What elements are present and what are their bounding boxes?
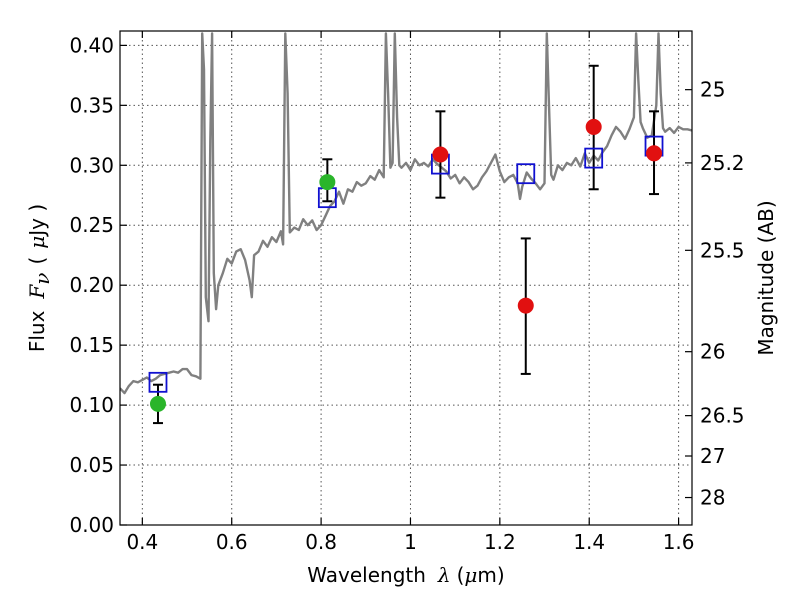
spectrum-curve [120,32,692,395]
model-square-marker [584,147,604,169]
right-axis-label: Magnitude (AB) [754,200,778,355]
x-axis-label: Wavelength λ (μm) [307,563,504,587]
y-tick-label: 0.35 [69,93,114,117]
y-tick-label: 0.30 [69,153,114,177]
y-tick-label: 0.40 [69,33,114,57]
error-bars [152,64,660,425]
y-tick-label: 0.15 [69,333,114,357]
model-square-marker [148,371,168,393]
y-axis-ticks: 0.00 0.05 0.10 0.15 0.20 0.25 0.30 0.35 0.40 [69,33,127,537]
x-tick-label: 1 [404,530,417,554]
x-tick-label: 0.6 [216,530,248,554]
x-tick-label: 1.4 [573,530,605,554]
photometry-point [319,174,336,191]
right-axis-ticks: 25 25.2 25.5 26 26.5 27 28 [685,78,745,510]
photometry-point [646,145,663,162]
plot-frame [119,30,693,526]
right-tick-label: 25.2 [700,151,745,175]
model-square-marker [516,163,536,185]
right-tick-label: 25 [700,78,725,102]
x-tick-label: 0.4 [126,530,158,554]
spectrum-line [120,32,692,395]
right-tick-label: 26 [700,340,725,364]
y-tick-label: 0.10 [69,393,114,417]
data-markers [148,118,664,412]
right-tick-label: 25.5 [700,238,745,262]
photometry-point [149,395,166,412]
x-axis-ticks: 0.4 0.6 0.8 1 1.2 1.4 1.6 [126,31,695,554]
y-tick-label: 0.00 [69,513,114,537]
y-tick-label: 0.05 [69,453,114,477]
x-tick-label: 0.8 [305,530,337,554]
right-tick-label: 27 [700,444,725,468]
y-axis-label: FluxFν(μJy ) [25,204,54,352]
x-tick-label: 1.2 [484,530,516,554]
x-tick-label: 1.6 [663,530,695,554]
right-tick-label: 26.5 [700,404,745,428]
photometry-point [517,297,534,314]
y-tick-label: 0.20 [69,273,114,297]
y-tick-label: 0.25 [69,213,114,237]
photometry-point [432,146,449,163]
photometry-point [585,118,602,135]
right-tick-label: 28 [700,486,725,510]
